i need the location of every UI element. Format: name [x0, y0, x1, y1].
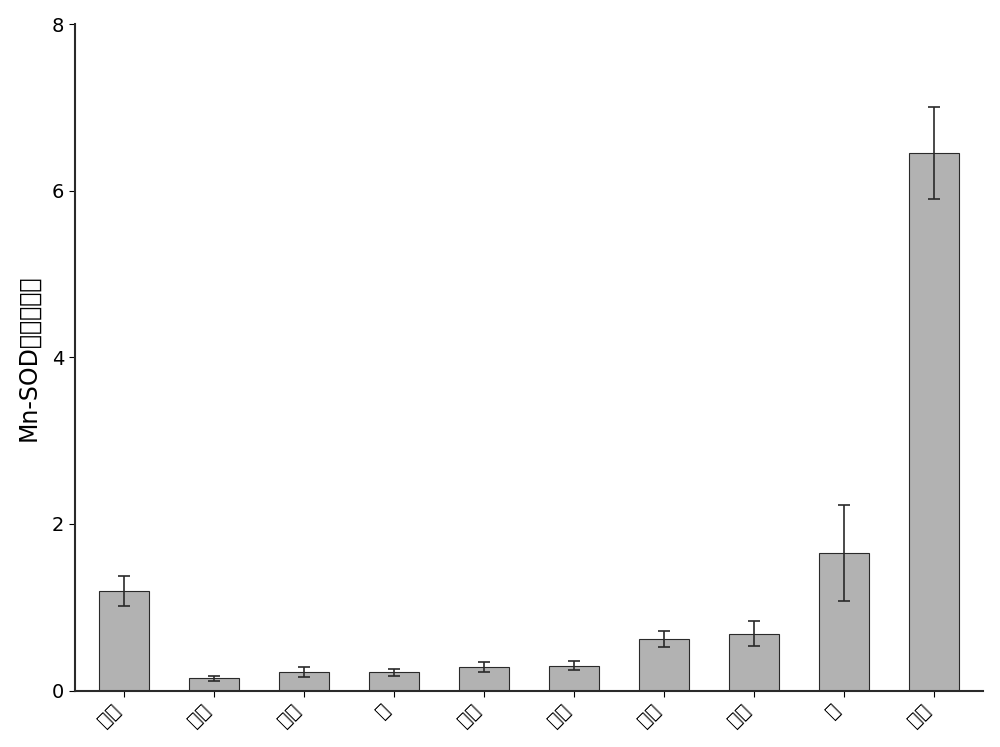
Bar [369, 672, 419, 690]
Bar [99, 591, 149, 690]
Bar [279, 672, 329, 690]
Bar [459, 667, 509, 690]
Bar [639, 639, 689, 690]
Bar [729, 634, 779, 690]
Y-axis label: Mn-SOD基因表达量: Mn-SOD基因表达量 [17, 274, 41, 441]
Bar [189, 678, 239, 690]
Bar [909, 153, 959, 690]
Bar [549, 666, 599, 690]
Bar [819, 553, 869, 690]
